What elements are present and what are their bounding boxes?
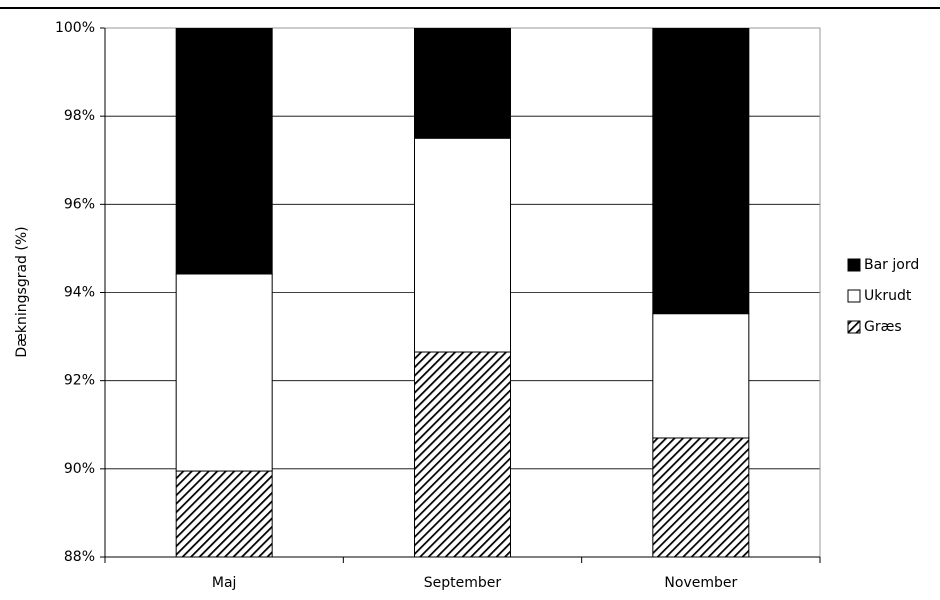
- bars: [175, 28, 750, 557]
- y-tick-label: 88%: [64, 549, 95, 565]
- x-tick-label: September: [424, 575, 502, 591]
- bar-segment: [414, 137, 511, 353]
- bar-segment: [652, 28, 750, 315]
- x-tick-label: November: [664, 575, 737, 591]
- x-tick-label: Maj: [212, 575, 237, 591]
- bar-segment: [175, 28, 273, 275]
- bar-segment: [652, 313, 750, 439]
- y-tick-label: 90%: [64, 461, 95, 477]
- bar-segment: [414, 28, 511, 139]
- y-tick-label: 98%: [64, 108, 95, 124]
- y-tick-label: 96%: [64, 196, 95, 212]
- y-tick-label: 100%: [55, 20, 95, 36]
- legend-label: Græs: [864, 319, 902, 335]
- bar-segment: [652, 437, 750, 557]
- y-tick-label: 92%: [64, 373, 95, 389]
- legend-label: Bar jord: [864, 257, 919, 273]
- legend-swatch: [847, 258, 861, 272]
- bar-segment: [175, 470, 273, 557]
- legend-label: Ukrudt: [864, 288, 912, 304]
- legend-swatch: [847, 320, 861, 334]
- y-tick-label: 94%: [64, 285, 95, 301]
- legend-swatch: [847, 289, 861, 303]
- y-axis-label: Dækningsgrad (%): [14, 226, 30, 357]
- bar-segment: [175, 273, 273, 472]
- bar-segment: [414, 351, 511, 557]
